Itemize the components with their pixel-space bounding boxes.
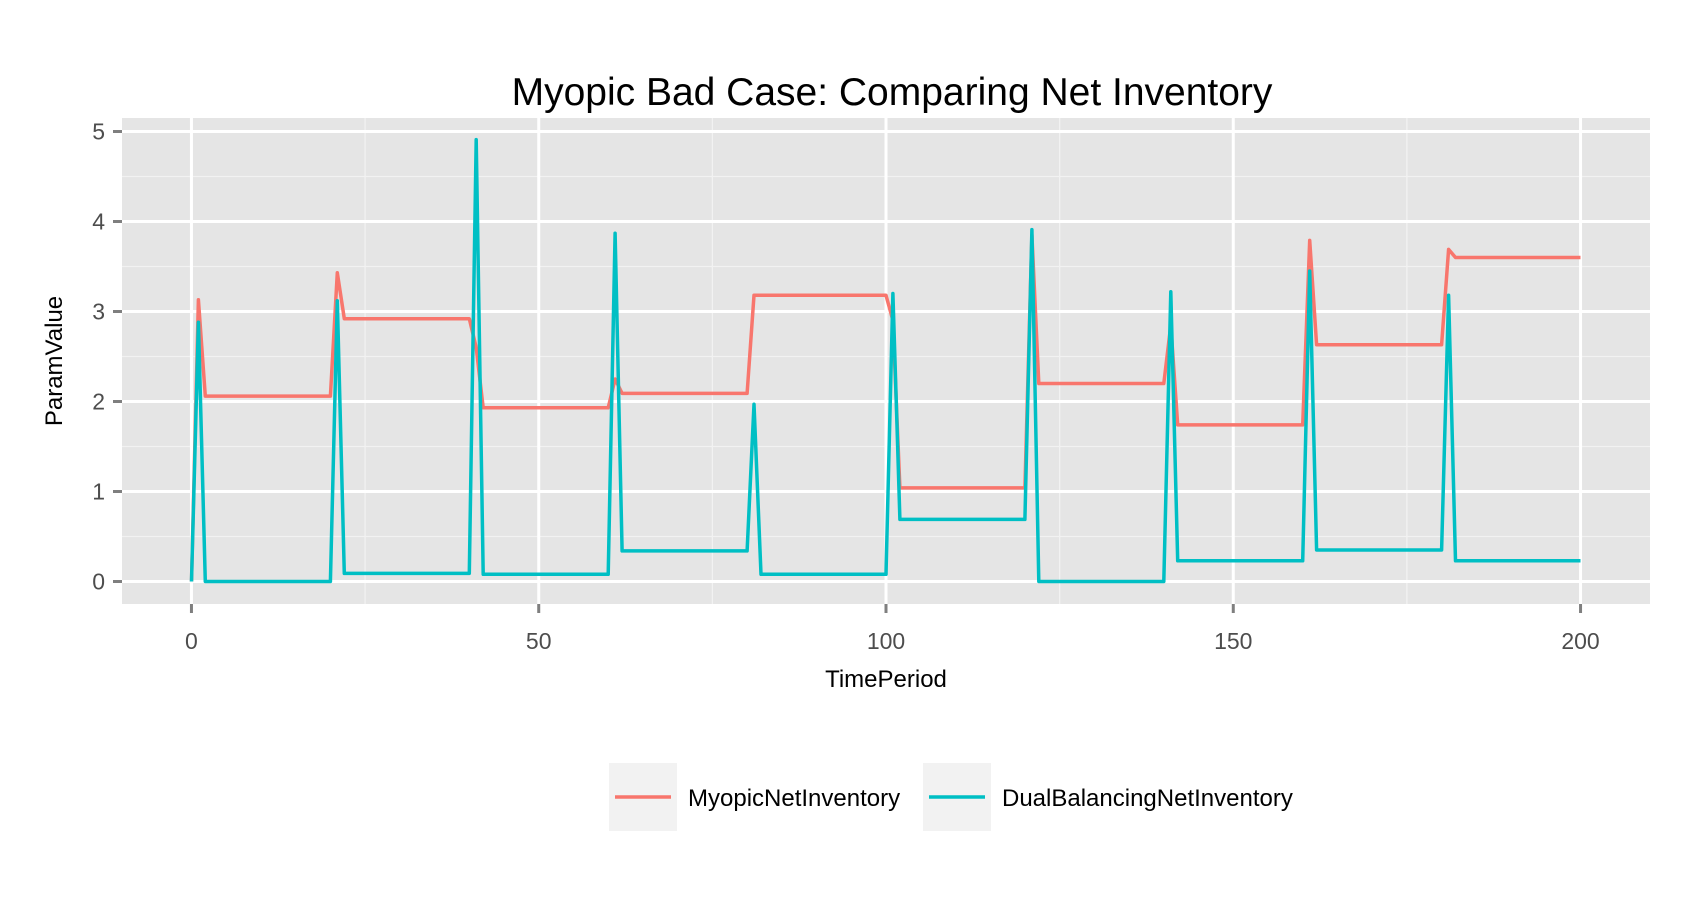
x-tick-label: 0 [185, 628, 198, 654]
x-tick-label: 200 [1561, 628, 1599, 654]
y-axis-title: ParamValue [41, 296, 68, 426]
y-tick-label: 1 [92, 479, 105, 505]
legend-label-myopic: MyopicNetInventory [688, 785, 900, 812]
chart-title: Myopic Bad Case: Comparing Net Inventory [512, 71, 1273, 114]
series-layer [189, 137, 1581, 584]
x-tick-label: 50 [526, 628, 552, 654]
tick-labels: 0 50 100 150 200 0 1 2 3 4 5 [92, 119, 1600, 655]
y-tick-label: 2 [92, 389, 105, 415]
legend: MyopicNetInventory DualBalancingNetInven… [609, 763, 1293, 831]
x-tick-label: 150 [1214, 628, 1252, 654]
y-tick-label: 4 [92, 209, 105, 235]
y-tick-label: 3 [92, 299, 105, 325]
y-tick-label: 0 [92, 569, 105, 595]
legend-label-dual-balancing: DualBalancingNetInventory [1002, 785, 1293, 812]
x-tick-label: 100 [867, 628, 905, 654]
myopic-net-inventory-line [189, 233, 1581, 582]
y-tick-label: 5 [92, 119, 105, 145]
dual-balancing-net-inventory-line [189, 137, 1581, 584]
axis-ticks [113, 130, 1583, 613]
major-gridlines [122, 118, 1650, 604]
x-axis-title: TimePeriod [825, 666, 947, 693]
